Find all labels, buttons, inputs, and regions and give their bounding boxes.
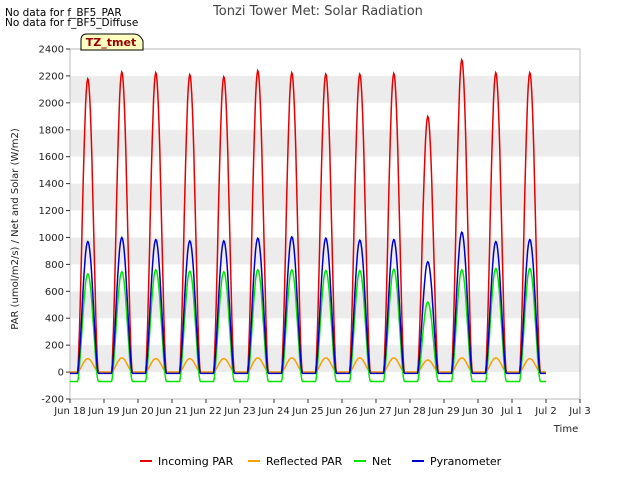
- grid-band: [70, 291, 580, 319]
- x-tick-label: Jul 2: [534, 406, 557, 417]
- grid-band: [70, 183, 580, 211]
- y-tick-label: 800: [45, 260, 64, 271]
- x-axis-ticks: Jun 18 Jun 19 Jun 20 Jun 21 Jun 22 Jun 23 Jun …: [53, 399, 591, 417]
- legend-label: Reflected PAR: [266, 455, 343, 468]
- y-tick-label: 1800: [39, 125, 64, 136]
- x-tick-label: Jun 25: [291, 406, 324, 417]
- legend-label: Pyranometer: [430, 455, 502, 468]
- legend-label: Incoming PAR: [158, 455, 234, 468]
- x-tick-label: Jun 19: [87, 406, 120, 417]
- y-tick-label: 1600: [39, 152, 64, 163]
- y-tick-label: 600: [45, 287, 64, 298]
- x-axis-label: Time: [553, 424, 578, 435]
- series-line-pyranometer: [70, 230, 546, 375]
- chart-title: Tonzi Tower Met: Solar Radiation: [212, 4, 423, 19]
- plot-frame: [69, 48, 581, 400]
- x-tick-label: Jun 27: [359, 406, 392, 417]
- x-tick-label: Jun 20: [121, 406, 154, 417]
- y-tick-label: -200: [41, 395, 64, 406]
- x-tick-label: Jul 1: [500, 406, 523, 417]
- y-tick-label: 1200: [39, 206, 64, 217]
- series-line-net: [70, 267, 546, 383]
- x-tick-label: Jun 22: [189, 406, 222, 417]
- site-badge-label: TZ_tmet: [86, 36, 136, 49]
- no-data-note-diffuse: No data for f_BF5_Diffuse: [5, 17, 139, 29]
- legend: Incoming PAR Reflected PAR Net Pyranometer: [140, 455, 502, 468]
- x-tick-label: Jun 30: [461, 406, 494, 417]
- site-badge-shape: [80, 33, 144, 51]
- series-layer: [70, 57, 546, 383]
- y-tick-label: 2000: [39, 98, 64, 109]
- y-tick-label: 0: [58, 368, 64, 379]
- series-line-incoming-par: [70, 57, 546, 373]
- y-tick-label: 200: [45, 341, 64, 352]
- series-line-reflected-par: [70, 357, 546, 373]
- x-tick-label: Jun 29: [427, 406, 460, 417]
- y-axis-label: PAR (umol/m2/s) / Net and Solar (W/m2): [10, 128, 21, 330]
- x-tick-label: Jun 23: [223, 406, 256, 417]
- legend-label: Net: [372, 455, 392, 468]
- y-tick-label: 400: [45, 314, 64, 325]
- x-tick-label: Jun 24: [257, 406, 290, 417]
- y-tick-label: 2400: [39, 45, 64, 56]
- x-tick-label: Jun 18: [53, 406, 86, 417]
- y-tick-label: 2200: [39, 71, 64, 82]
- y-tick-label: 1400: [39, 179, 64, 190]
- x-tick-label: Jun 26: [325, 406, 358, 417]
- x-tick-label: Jul 3: [568, 406, 591, 417]
- grid-band: [70, 129, 580, 157]
- no-data-note-par: No data for f_BF5_PAR: [5, 7, 122, 19]
- x-tick-label: Jun 28: [393, 406, 426, 417]
- y-axis-ticks: -200 0 200 400 600 800 1000 1200 1400 1600 1800 200…: [39, 45, 70, 406]
- y-tick-label: 1000: [39, 233, 64, 244]
- site-badge: TZ_tmet: [80, 33, 144, 51]
- background-bands: [70, 75, 580, 373]
- x-tick-label: Jun 21: [155, 406, 188, 417]
